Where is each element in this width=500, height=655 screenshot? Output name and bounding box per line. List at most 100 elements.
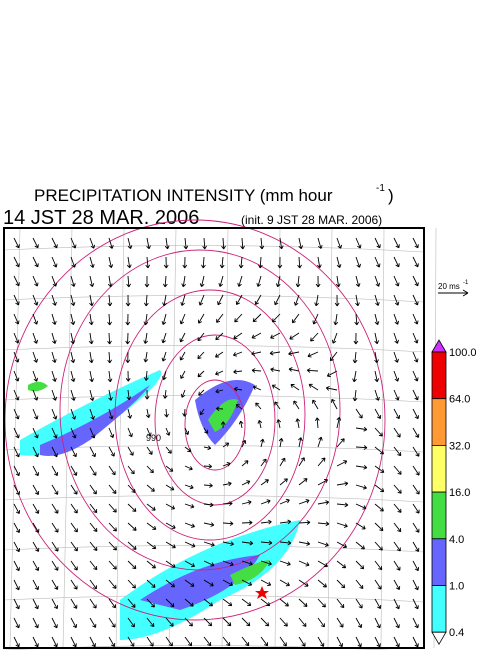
wind-arrow <box>355 445 368 450</box>
wind-arrow <box>222 462 231 467</box>
wind-arrow <box>197 313 205 324</box>
wind-arrow <box>240 237 245 250</box>
wind-arrow <box>255 402 262 410</box>
wind-arrow <box>127 636 135 647</box>
wind-arrow <box>260 598 271 607</box>
wind-arrow <box>201 256 206 269</box>
wind-arrow <box>127 617 135 628</box>
colorbar-over <box>431 339 447 353</box>
wind-arrow <box>164 237 170 250</box>
wind-arrow <box>241 460 249 467</box>
wind-arrow <box>235 294 243 305</box>
wind-arrow <box>32 541 40 552</box>
wind-arrow <box>393 313 400 325</box>
wind-arrow <box>165 484 175 491</box>
wind-arrow <box>165 560 176 568</box>
wind-arrow <box>184 617 193 627</box>
wind-arrow <box>89 389 95 401</box>
wind-arrow <box>260 579 272 586</box>
wind-arrow <box>355 522 366 530</box>
wind-arrow <box>199 408 205 416</box>
wind-arrow <box>165 636 173 647</box>
wind-arrow <box>70 237 77 249</box>
wind-arrow <box>13 579 20 591</box>
wind-arrow <box>260 438 265 448</box>
wind-arrow <box>182 408 187 417</box>
wind-arrow <box>412 408 419 420</box>
precipitation-area <box>28 381 48 392</box>
wind-arrow <box>222 541 234 547</box>
wind-arrow <box>276 419 282 429</box>
wind-arrow <box>51 579 59 590</box>
wind-arrow <box>241 579 253 586</box>
wind-arrow <box>180 370 186 379</box>
wind-arrow <box>220 421 226 429</box>
wind-arrow <box>293 400 300 410</box>
wind-arrow <box>317 579 327 588</box>
wind-arrow <box>127 427 133 438</box>
wind-arrow <box>257 419 263 429</box>
wind-arrow <box>51 598 59 610</box>
wind-arrow <box>412 579 419 591</box>
wind-arrow <box>279 579 290 587</box>
wind-arrow <box>412 237 419 249</box>
wind-arrow <box>70 560 78 571</box>
precipitation-area <box>230 560 270 585</box>
wind-arrow <box>241 439 247 448</box>
wind-arrow <box>275 275 281 288</box>
wind-arrow <box>89 579 97 590</box>
wind-arrow <box>279 519 292 525</box>
wind-arrow <box>393 275 400 287</box>
wind-arrow <box>317 457 326 467</box>
wind-arrow <box>374 408 382 419</box>
wind-arrow <box>374 294 380 306</box>
wind-arrow <box>218 275 224 287</box>
wind-arrow <box>412 427 420 438</box>
wind-arrow <box>127 579 136 589</box>
wind-arrow <box>233 332 243 340</box>
wind-arrow <box>241 500 252 505</box>
wind-arrow <box>329 351 338 362</box>
wind-arrow <box>355 408 363 419</box>
init-time: (init. 9 JST 28 MAR. 2006) <box>241 213 382 227</box>
wind-arrow <box>355 464 368 470</box>
reference-exponent: -1 <box>463 280 469 286</box>
wind-arrow <box>13 617 20 629</box>
wind-arrow <box>412 332 419 344</box>
wind-arrow <box>13 465 20 477</box>
wind-arrow <box>184 598 194 607</box>
wind-arrow <box>374 256 381 268</box>
wind-arrow <box>279 617 288 627</box>
wind-arrow <box>336 438 345 448</box>
wind-arrow <box>393 408 401 420</box>
wind-arrow <box>355 617 363 628</box>
wind-arrow <box>271 384 281 391</box>
wind-arrow <box>13 598 20 610</box>
wind-arrow <box>355 484 367 490</box>
wind-arrow <box>70 427 77 439</box>
wind-arrow <box>238 256 244 269</box>
wind-arrow <box>143 370 149 381</box>
wind-arrow <box>326 370 338 377</box>
wind-arrow <box>355 503 367 510</box>
wind-arrow <box>298 579 309 587</box>
wind-arrow <box>108 579 117 589</box>
wind-arrow <box>374 560 383 571</box>
wind-arrow <box>127 598 136 608</box>
wind-arrow <box>336 579 346 589</box>
wind-arrow <box>89 636 96 648</box>
wind-arrow <box>32 351 38 363</box>
wind-arrow <box>146 503 156 511</box>
graticule <box>380 227 385 649</box>
wind-arrow <box>317 237 323 249</box>
wind-arrow <box>336 502 349 508</box>
wind-arrow <box>355 256 361 268</box>
wind-arrow <box>222 579 234 587</box>
wind-arrow <box>241 560 253 566</box>
wind-arrow <box>374 332 380 345</box>
isobar <box>114 289 306 541</box>
colorbar-under <box>431 631 447 645</box>
wind-arrow <box>310 332 319 342</box>
wind-arrow <box>412 275 419 287</box>
wind-arrow <box>215 332 224 341</box>
